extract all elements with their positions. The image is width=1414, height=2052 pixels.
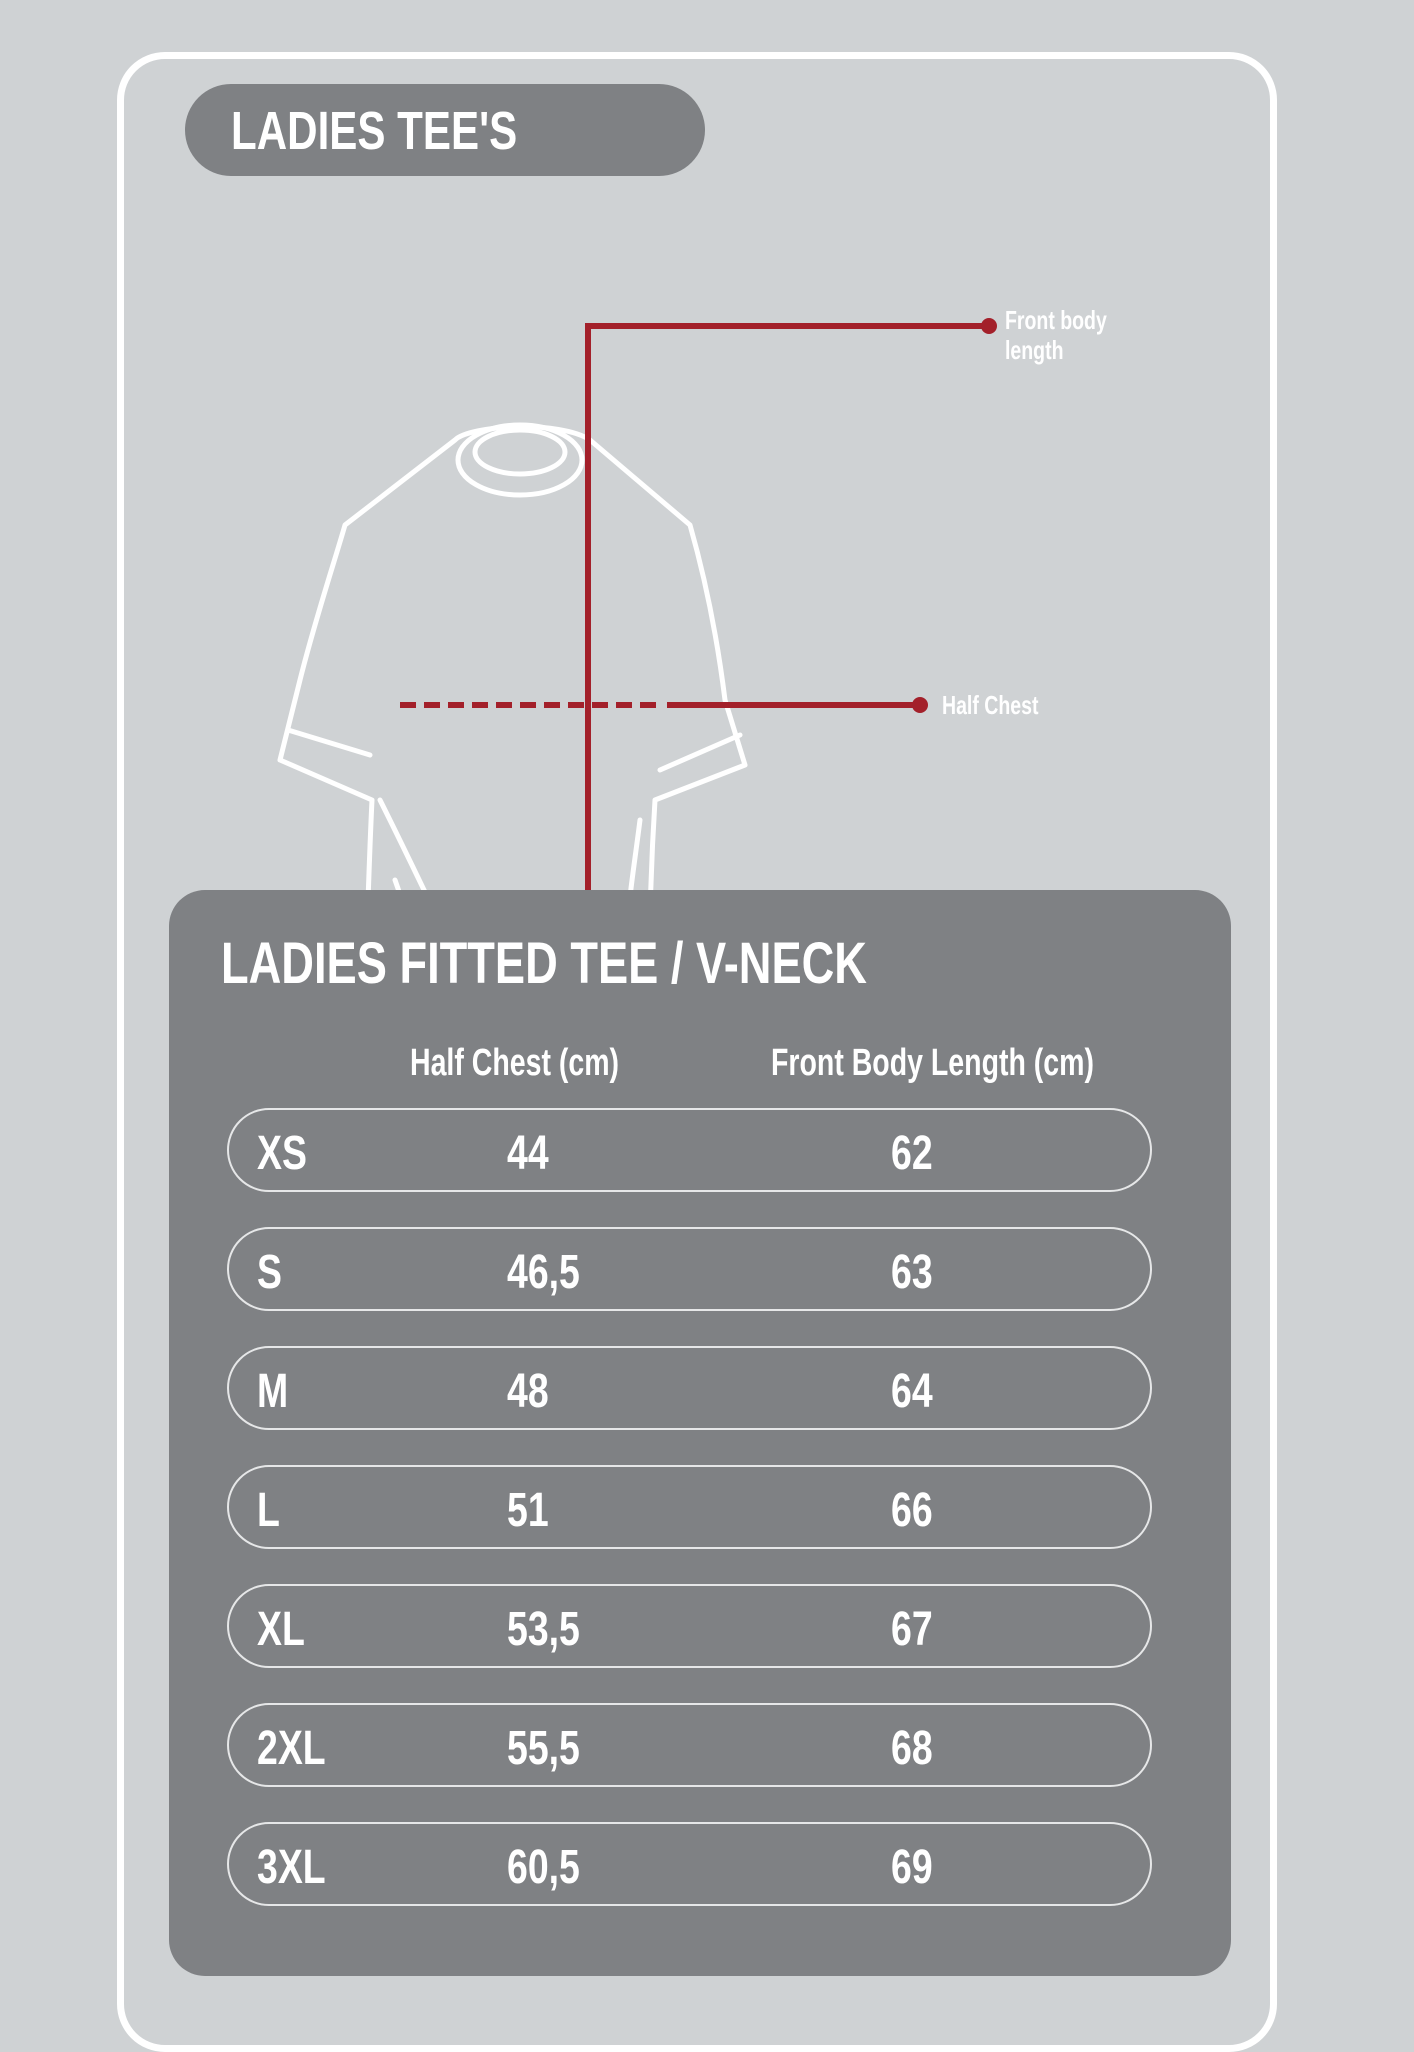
column-header-front-body-length: Front Body Length (cm) [771, 1042, 1094, 1084]
front-body-length-label: Front body length [1005, 305, 1107, 365]
t-shirt-icon [277, 422, 748, 900]
size-cell: M [257, 1365, 289, 1418]
front-body-length-cell: 66 [891, 1484, 933, 1537]
size-cell: L [257, 1484, 280, 1537]
half-chest-label: Half Chest [942, 690, 1039, 720]
table-row: 3XL 60,5 69 [227, 1822, 1152, 1906]
size-cell: XS [257, 1127, 307, 1180]
t-shirt-diagram [277, 318, 997, 900]
section-title: LADIES TEE'S [231, 101, 518, 161]
half-chest-cell: 60,5 [507, 1841, 580, 1894]
half-chest-cell: 48 [507, 1365, 549, 1418]
front-body-length-line [585, 323, 989, 900]
front-body-length-cell: 63 [891, 1246, 933, 1299]
size-cell: S [257, 1246, 282, 1299]
front-body-length-cell: 62 [891, 1127, 933, 1180]
column-header-half-chest: Half Chest (cm) [410, 1042, 620, 1084]
half-chest-cell: 55,5 [507, 1722, 580, 1775]
front-body-length-cell: 64 [891, 1365, 933, 1418]
table-title: LADIES FITTED TEE / V-NECK [221, 931, 867, 996]
front-body-length-cell: 69 [891, 1841, 933, 1894]
size-cell: 2XL [257, 1722, 326, 1775]
front-body-length-dot [981, 318, 997, 334]
table-row: M 48 64 [227, 1346, 1152, 1430]
size-cell: XL [257, 1603, 305, 1656]
front-body-length-cell: 68 [891, 1722, 933, 1775]
size-cell: 3XL [257, 1841, 326, 1894]
table-row: XS 44 62 [227, 1108, 1152, 1192]
half-chest-cell: 53,5 [507, 1603, 580, 1656]
half-chest-cell: 51 [507, 1484, 549, 1537]
front-body-length-cell: 67 [891, 1603, 933, 1656]
table-row: S 46,5 63 [227, 1227, 1152, 1311]
measurement-lines [400, 323, 989, 900]
section-title-pill: LADIES TEE'S [185, 84, 705, 176]
size-table-panel: LADIES FITTED TEE / V-NECK Half Chest (c… [169, 890, 1231, 1976]
table-row: 2XL 55,5 68 [227, 1703, 1152, 1787]
table-row: XL 53,5 67 [227, 1584, 1152, 1668]
half-chest-cell: 46,5 [507, 1246, 580, 1299]
half-chest-cell: 44 [507, 1127, 549, 1180]
table-row: L 51 66 [227, 1465, 1152, 1549]
half-chest-dot [912, 697, 928, 713]
